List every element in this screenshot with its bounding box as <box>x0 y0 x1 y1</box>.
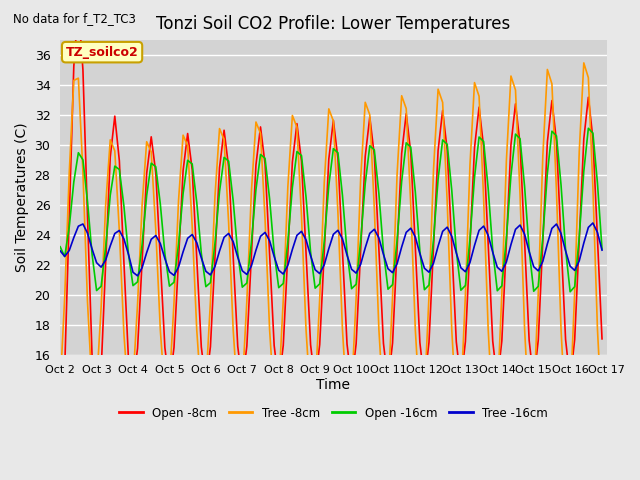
Text: TZ_soilco2: TZ_soilco2 <box>66 46 138 59</box>
X-axis label: Time: Time <box>316 377 350 392</box>
Tree -16cm <box>435 243 442 249</box>
Open -16cm <box>202 284 210 289</box>
Tree -16cm <box>362 245 369 251</box>
Line: Open -16cm: Open -16cm <box>60 128 602 292</box>
Tree -8cm <box>170 300 178 306</box>
Tree -16cm <box>589 220 596 226</box>
Open -16cm <box>170 279 178 285</box>
Tree -8cm <box>429 167 437 172</box>
Open -8cm <box>598 336 606 342</box>
Tree -16cm <box>134 273 141 279</box>
Open -16cm <box>589 130 596 136</box>
Open -16cm <box>357 238 365 244</box>
Tree -8cm <box>584 75 592 81</box>
Title: Tonzi Soil CO2 Profile: Lower Temperatures: Tonzi Soil CO2 Profile: Lower Temperatur… <box>156 15 511 33</box>
Open -8cm <box>175 256 182 262</box>
Open -8cm <box>362 154 369 159</box>
Legend: Open -8cm, Tree -8cm, Open -16cm, Tree -16cm: Open -8cm, Tree -8cm, Open -16cm, Tree -… <box>114 402 552 424</box>
Tree -16cm <box>207 272 214 278</box>
Line: Open -8cm: Open -8cm <box>60 5 602 438</box>
Y-axis label: Soil Temperatures (C): Soil Temperatures (C) <box>15 123 29 272</box>
Tree -16cm <box>598 247 606 253</box>
Open -8cm <box>74 2 82 8</box>
Open -8cm <box>584 95 592 100</box>
Tree -16cm <box>584 225 592 230</box>
Text: No data for f_T2_TC3: No data for f_T2_TC3 <box>13 12 136 25</box>
Open -16cm <box>484 185 492 191</box>
Open -16cm <box>566 289 574 295</box>
Tree -16cm <box>56 248 64 254</box>
Tree -8cm <box>484 326 492 332</box>
Tree -8cm <box>580 60 588 66</box>
Open -16cm <box>598 246 606 252</box>
Open -8cm <box>56 435 64 441</box>
Tree -8cm <box>598 416 606 421</box>
Tree -8cm <box>56 384 64 390</box>
Tree -8cm <box>357 175 365 181</box>
Open -16cm <box>584 125 592 131</box>
Open -16cm <box>56 244 64 250</box>
Line: Tree -8cm: Tree -8cm <box>60 63 602 419</box>
Tree -16cm <box>489 250 497 255</box>
Line: Tree -16cm: Tree -16cm <box>60 223 602 276</box>
Tree -8cm <box>202 382 210 387</box>
Open -16cm <box>429 237 437 242</box>
Open -8cm <box>489 338 497 344</box>
Tree -16cm <box>175 264 182 270</box>
Open -8cm <box>207 344 214 350</box>
Open -8cm <box>435 148 442 154</box>
